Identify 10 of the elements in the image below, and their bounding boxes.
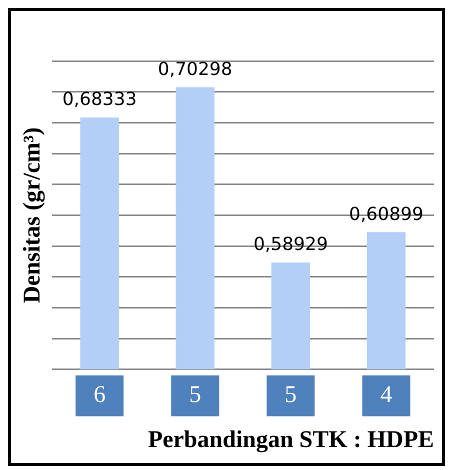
x-tick-label: 4: [380, 382, 392, 408]
data-label: 0,58929: [253, 234, 328, 256]
data-label: 0,68333: [62, 89, 137, 110]
data-label: 0,70298: [158, 58, 232, 80]
data-label: 0,60899: [349, 204, 424, 225]
x-tick-label: 5: [189, 382, 202, 408]
x-tick-label: 6: [94, 382, 106, 408]
x-tick-label: 5: [284, 382, 297, 408]
y-axis-title: Densitas (gr/cm³): [20, 127, 46, 304]
x-axis-title: Perbandingan STK : HDPE: [148, 426, 434, 453]
